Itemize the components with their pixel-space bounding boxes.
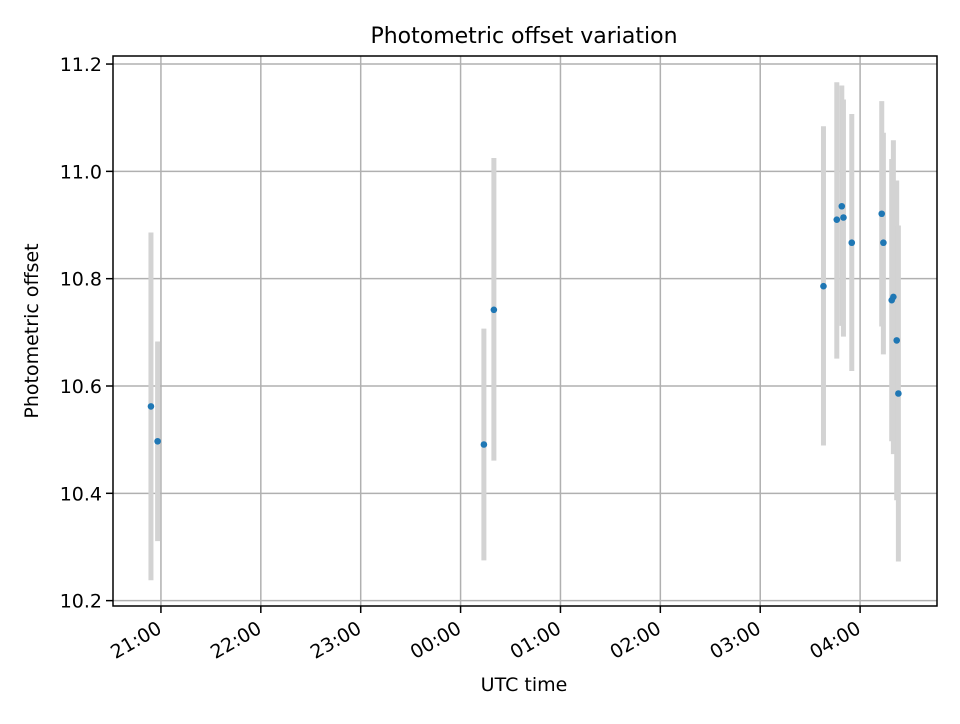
data-point <box>878 210 886 218</box>
data-point <box>147 403 155 410</box>
y-tick-label: 10.6 <box>60 376 102 398</box>
data-point <box>893 337 901 344</box>
data-point <box>848 239 856 247</box>
y-tick-label: 11.0 <box>60 161 102 183</box>
data-point <box>890 293 897 301</box>
data-point <box>820 282 827 290</box>
y-axis-ticks: 10.2 10.4 10.6 10.8 11.0 11.2 <box>60 54 113 613</box>
data-point <box>480 441 488 448</box>
y-tick-label: 10.4 <box>60 483 102 505</box>
plot-frame <box>112 55 938 607</box>
data-point <box>838 202 846 210</box>
chart-title: Photometric offset variation <box>370 24 677 49</box>
data-points <box>147 202 902 448</box>
data-point <box>895 390 902 397</box>
data-point <box>490 306 498 314</box>
y-tick-label: 11.2 <box>60 54 102 76</box>
grid <box>113 56 937 606</box>
x-axis-label: UTC time <box>481 674 568 696</box>
y-tick-label: 10.8 <box>60 269 102 291</box>
data-point <box>154 437 161 445</box>
y-tick-label: 10.2 <box>60 591 102 613</box>
data-point <box>840 214 847 221</box>
data-point <box>880 239 887 247</box>
y-axis-label: Photometric offset <box>21 243 43 418</box>
data-point <box>833 216 841 223</box>
